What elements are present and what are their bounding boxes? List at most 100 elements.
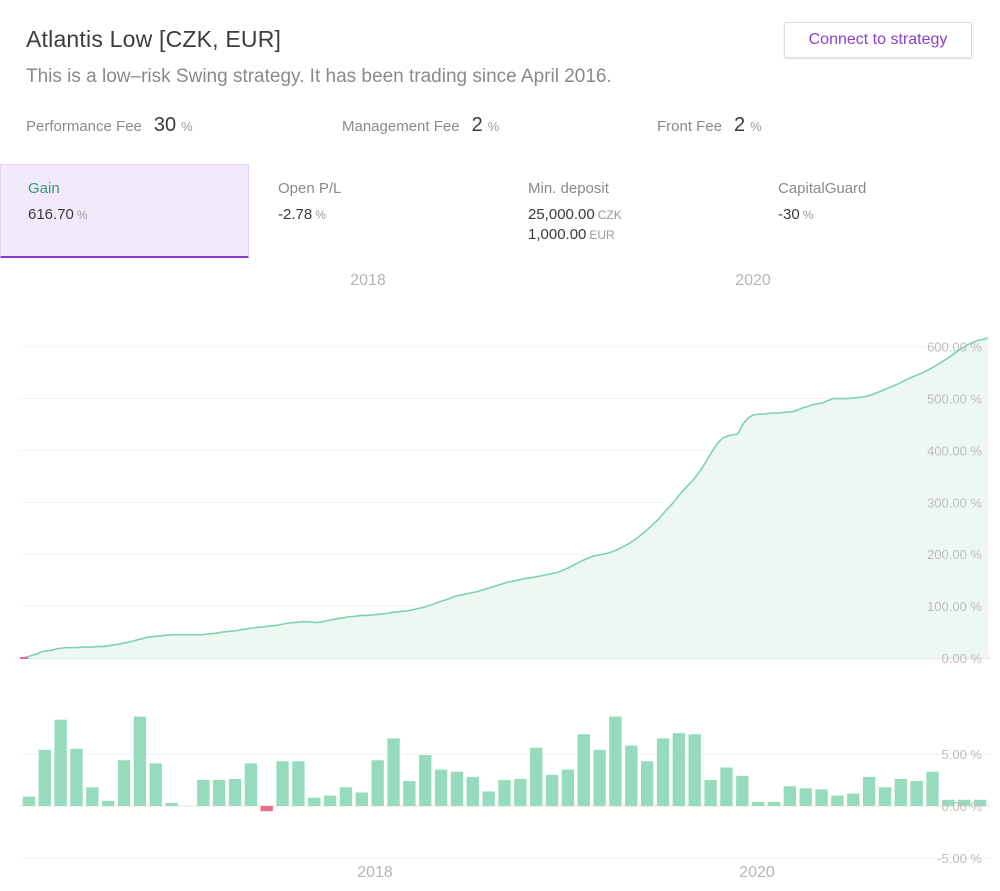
front-fee-label: Front Fee — [657, 118, 723, 135]
management-fee-label: Management Fee — [342, 118, 460, 135]
monthly-bar — [260, 806, 273, 812]
gain-y-tick: 0.00 % — [942, 651, 983, 666]
gain-value-line: 616.70% — [28, 205, 248, 225]
min-deposit-eur-value: 1,000.00 — [528, 226, 587, 243]
management-fee-value: 2 — [471, 114, 483, 136]
monthly-bar — [403, 781, 416, 806]
gain-unit: % — [76, 208, 88, 222]
monthly-bar — [371, 760, 384, 806]
tab-capitalguard[interactable]: CapitalGuard -30% — [750, 164, 999, 258]
monthly-bar — [577, 734, 590, 806]
fees-row: Performance Fee 30 % Management Fee 2 % … — [0, 114, 1000, 144]
monthly-bar — [847, 793, 860, 806]
monthly-bar — [212, 780, 226, 806]
monthly-bar — [958, 799, 971, 806]
performance-fee-value: 30 — [153, 114, 177, 136]
monthly-y-tick: -5.00 % — [937, 851, 982, 866]
monthly-bar — [434, 769, 448, 806]
monthly-bar — [102, 800, 115, 806]
gain-area-fill — [22, 338, 988, 658]
min-deposit-czk-unit: CZK — [597, 208, 622, 222]
open-pl-value: -2.78 — [278, 206, 313, 223]
monthly-bar — [751, 801, 765, 806]
open-pl-value-line: -2.78% — [278, 205, 499, 225]
monthly-bar — [165, 802, 178, 806]
monthly-bar — [355, 792, 369, 806]
monthly-bar — [862, 776, 876, 806]
monthly-bar — [799, 788, 812, 806]
strategy-title: Atlantis Low [CZK, EUR] — [26, 26, 282, 52]
monthly-y-tick: 5.00 % — [942, 747, 983, 762]
monthly-bar — [498, 780, 511, 806]
monthly-bar — [339, 787, 353, 806]
monthly-bar — [86, 787, 99, 806]
monthly-bar — [656, 738, 670, 806]
gain-y-tick: 400.00 % — [927, 443, 982, 458]
performance-charts: 2018 2020 600.00 % 500.00 % 400.00 % 300.00… — [20, 272, 990, 881]
monthly-y-tick: 0.00 % — [942, 799, 983, 814]
monthly-bar — [292, 761, 305, 806]
gain-y-tick: 100.00 % — [927, 599, 982, 614]
bottom-tick-2020: 2020 — [739, 864, 775, 881]
stats-tabs: Gain 616.70% Open P/L -2.78% Min. deposi… — [0, 164, 1000, 258]
performance-fee: Performance Fee 30 % — [26, 114, 193, 137]
gain-y-tick: 300.00 % — [927, 495, 982, 510]
min-deposit-czk-line: 25,000.00 CZK — [528, 205, 749, 225]
gain-y-ticks: 600.00 % 500.00 % 400.00 % 300.00 % 200.00 %… — [927, 340, 982, 666]
monthly-bar — [117, 760, 131, 806]
monthly-bar — [736, 775, 749, 806]
monthly-bar — [514, 778, 527, 806]
gain-value: 616.70 — [28, 206, 74, 223]
top-tick-2018: 2018 — [350, 272, 386, 289]
monthly-bar — [450, 771, 464, 806]
monthly-bar — [942, 799, 955, 806]
tab-gain[interactable]: Gain 616.70% — [0, 164, 249, 258]
min-deposit-eur-line: 1,000.00 EUR — [528, 225, 749, 245]
monthly-bar — [54, 719, 67, 806]
monthly-bar — [133, 716, 147, 806]
monthly-bar — [878, 787, 892, 806]
monthly-bar — [70, 748, 83, 806]
monthly-bar — [387, 738, 400, 806]
monthly-bar — [831, 795, 844, 806]
monthly-bar — [419, 755, 432, 806]
monthly-bar — [625, 745, 638, 806]
gain-area-series — [20, 337, 989, 659]
monthly-bar — [640, 761, 654, 806]
monthly-bar — [149, 763, 162, 806]
tab-min-deposit[interactable]: Min. deposit 25,000.00 CZK 1,000.00 EUR — [500, 164, 749, 258]
monthly-bar — [926, 771, 939, 806]
monthly-bar — [688, 734, 701, 806]
top-tick-2020: 2020 — [735, 272, 771, 289]
min-deposit-label: Min. deposit — [528, 180, 609, 197]
monthly-bar — [197, 780, 210, 806]
capitalguard-unit: % — [802, 208, 814, 222]
monthly-bar — [228, 778, 242, 806]
monthly-bar — [308, 797, 321, 806]
bottom-year-ticks: 2018 2020 — [357, 864, 775, 881]
monthly-bars-series — [22, 716, 987, 812]
management-fee-unit: % — [487, 119, 500, 134]
monthly-bar — [482, 791, 495, 806]
monthly-bar — [783, 786, 797, 806]
top-year-ticks: 2018 2020 — [350, 272, 771, 289]
min-deposit-czk-value: 25,000.00 — [528, 206, 595, 223]
monthly-bar — [767, 801, 781, 806]
monthly-bar — [973, 799, 987, 806]
gain-label: Gain — [28, 180, 60, 197]
monthly-bar — [38, 749, 51, 806]
strategy-description: This is a low–risk Swing strategy. It ha… — [26, 66, 612, 87]
monthly-bar — [910, 781, 923, 806]
capitalguard-value-line: -30% — [778, 205, 999, 225]
tab-open-pl[interactable]: Open P/L -2.78% — [250, 164, 499, 258]
gain-line — [21, 337, 989, 659]
connect-to-strategy-button[interactable]: Connect to strategy — [784, 22, 972, 58]
open-pl-label: Open P/L — [278, 180, 342, 197]
monthly-y-ticks: 5.00 % 0.00 % -5.00 % — [937, 747, 982, 866]
monthly-bar — [609, 716, 622, 806]
monthly-bar — [672, 733, 686, 806]
monthly-bar — [466, 776, 479, 806]
performance-fee-unit: % — [181, 119, 193, 134]
monthly-bar — [244, 763, 258, 806]
min-deposit-eur-unit: EUR — [589, 228, 615, 242]
